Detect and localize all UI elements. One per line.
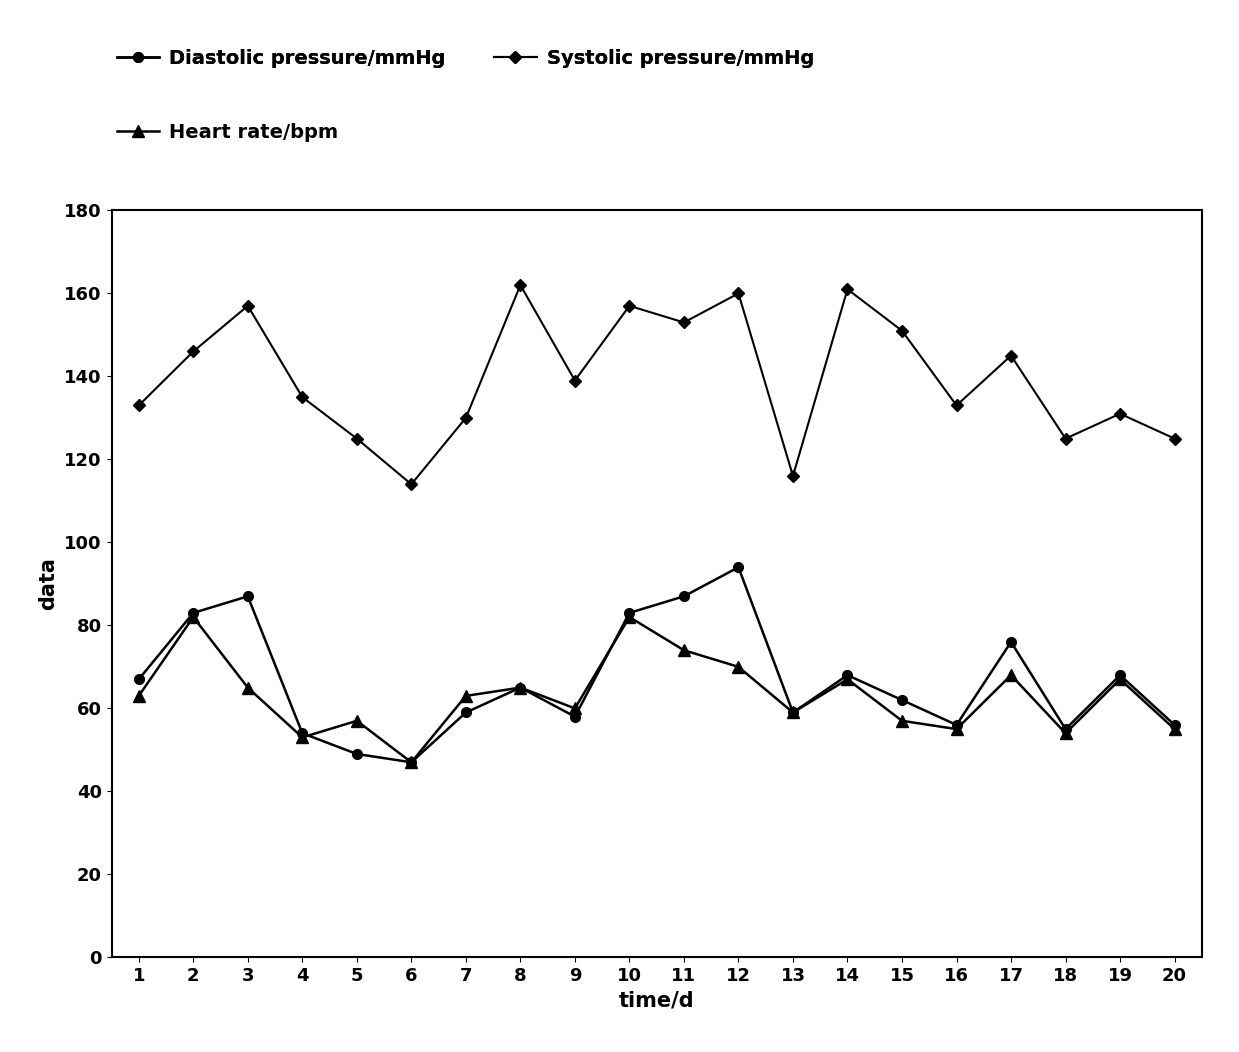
Diastolic pressure/mmHg: [949, 719, 964, 731]
Heart rate/bpm: [458, 690, 473, 703]
Heart rate/bpm: [567, 702, 582, 714]
Legend: Diastolic pressure/mmHg, Systolic pressure/mmHg: Diastolic pressure/mmHg, Systolic pressu…: [109, 41, 821, 76]
Diastolic pressure/mmHg: [131, 673, 146, 686]
Heart rate/bpm: [1113, 673, 1127, 686]
Systolic pressure/mmHg: [1004, 349, 1018, 362]
Systolic pressure/mmHg: [349, 432, 364, 445]
Heart rate/bpm: [131, 690, 146, 703]
Diastolic pressure/mmHg: [622, 607, 637, 620]
Heart rate/bpm: [1167, 723, 1182, 735]
Diastolic pressure/mmHg: [295, 727, 310, 740]
Systolic pressure/mmHg: [676, 316, 691, 328]
Heart rate/bpm: [295, 731, 310, 744]
Diastolic pressure/mmHg: [349, 748, 364, 761]
Systolic pressure/mmHg: [949, 399, 964, 411]
Heart rate/bpm: [349, 714, 364, 727]
Line: Systolic pressure/mmHg: Systolic pressure/mmHg: [135, 281, 1178, 488]
Heart rate/bpm: [1004, 669, 1018, 682]
Systolic pressure/mmHg: [622, 300, 637, 312]
Diastolic pressure/mmHg: [1167, 719, 1182, 731]
Systolic pressure/mmHg: [895, 324, 909, 337]
Diastolic pressure/mmHg: [458, 706, 473, 719]
Legend: Heart rate/bpm: Heart rate/bpm: [109, 115, 346, 149]
Diastolic pressure/mmHg: [1004, 635, 1018, 648]
Systolic pressure/mmHg: [567, 375, 582, 387]
Heart rate/bpm: [676, 644, 691, 656]
Diastolic pressure/mmHg: [895, 693, 909, 706]
Diastolic pressure/mmHg: [731, 561, 746, 573]
Heart rate/bpm: [186, 611, 201, 624]
Systolic pressure/mmHg: [1113, 407, 1127, 420]
Heart rate/bpm: [622, 611, 637, 624]
Diastolic pressure/mmHg: [513, 682, 528, 694]
Systolic pressure/mmHg: [786, 469, 800, 482]
Heart rate/bpm: [840, 673, 855, 686]
Line: Diastolic pressure/mmHg: Diastolic pressure/mmHg: [134, 563, 1180, 767]
Diastolic pressure/mmHg: [786, 706, 800, 719]
Systolic pressure/mmHg: [131, 399, 146, 411]
Diastolic pressure/mmHg: [1058, 723, 1073, 735]
X-axis label: time/d: time/d: [618, 991, 695, 1011]
Heart rate/bpm: [731, 661, 746, 673]
Diastolic pressure/mmHg: [186, 607, 201, 620]
Diastolic pressure/mmHg: [240, 590, 255, 603]
Systolic pressure/mmHg: [840, 283, 855, 296]
Systolic pressure/mmHg: [1058, 432, 1073, 445]
Systolic pressure/mmHg: [458, 411, 473, 424]
Y-axis label: data: data: [38, 558, 58, 610]
Systolic pressure/mmHg: [295, 390, 310, 403]
Systolic pressure/mmHg: [1167, 432, 1182, 445]
Systolic pressure/mmHg: [513, 279, 528, 291]
Heart rate/bpm: [1058, 727, 1073, 740]
Diastolic pressure/mmHg: [1113, 669, 1127, 682]
Heart rate/bpm: [895, 714, 909, 727]
Heart rate/bpm: [513, 682, 528, 694]
Diastolic pressure/mmHg: [676, 590, 691, 603]
Diastolic pressure/mmHg: [404, 756, 419, 769]
Diastolic pressure/mmHg: [840, 669, 855, 682]
Heart rate/bpm: [949, 723, 964, 735]
Heart rate/bpm: [786, 706, 800, 719]
Diastolic pressure/mmHg: [567, 710, 582, 723]
Line: Heart rate/bpm: Heart rate/bpm: [134, 611, 1180, 768]
Systolic pressure/mmHg: [240, 300, 255, 312]
Systolic pressure/mmHg: [731, 287, 746, 300]
Systolic pressure/mmHg: [404, 478, 419, 490]
Heart rate/bpm: [404, 756, 419, 769]
Systolic pressure/mmHg: [186, 345, 201, 358]
Heart rate/bpm: [240, 682, 255, 694]
